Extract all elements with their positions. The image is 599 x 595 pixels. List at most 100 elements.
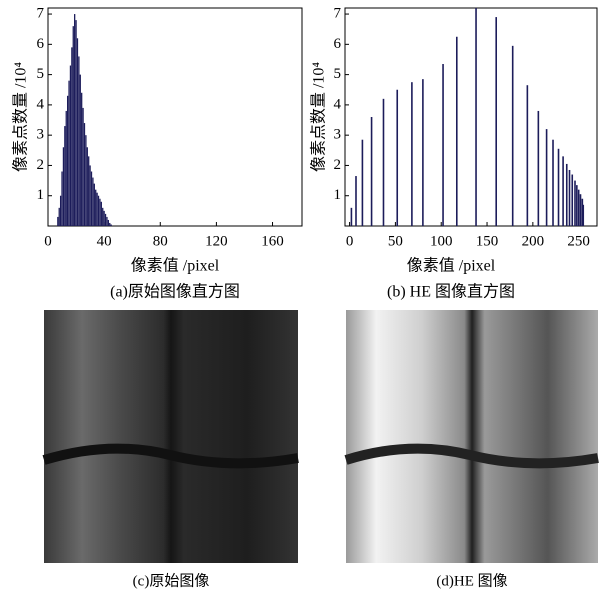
bar <box>350 207 353 226</box>
bar <box>565 163 568 226</box>
bar <box>442 64 444 226</box>
bar <box>59 195 62 226</box>
bar <box>582 204 585 226</box>
bar <box>97 195 100 226</box>
bar <box>81 92 83 227</box>
bar <box>107 219 109 226</box>
bar <box>109 222 111 226</box>
bar <box>88 156 90 226</box>
y-tick-label: 6 <box>37 36 45 52</box>
caption: (a)原始图像直方图 <box>110 283 240 301</box>
bar <box>552 139 554 226</box>
y-tick-label: 2 <box>37 157 45 173</box>
bar <box>89 165 91 226</box>
bar <box>96 192 98 226</box>
bar <box>68 80 70 227</box>
bar <box>396 89 399 226</box>
bar <box>57 216 59 226</box>
photo-original <box>42 310 299 563</box>
plot-frame <box>47 7 303 227</box>
bar <box>104 213 107 226</box>
bar <box>355 176 357 226</box>
bar <box>83 123 86 226</box>
y-tick-label: 7 <box>37 5 45 21</box>
y-tick-label: 5 <box>334 66 342 82</box>
x-tick-label: 250 <box>567 233 590 249</box>
bar <box>75 20 77 226</box>
bar <box>577 189 580 226</box>
bar <box>65 110 67 226</box>
bar <box>100 201 102 226</box>
bar <box>110 224 112 226</box>
bar <box>79 74 81 226</box>
bar <box>568 169 571 226</box>
bar <box>78 56 80 226</box>
bar <box>93 183 95 226</box>
bar <box>361 139 364 226</box>
bar <box>61 171 63 226</box>
bar <box>422 79 424 227</box>
bar <box>72 26 74 226</box>
bar <box>576 185 578 226</box>
bar <box>66 95 69 226</box>
bar <box>85 135 87 226</box>
bar <box>90 171 93 226</box>
bar <box>74 14 76 226</box>
bar <box>579 194 582 226</box>
bar <box>475 8 477 226</box>
x-tick-label: 160 <box>261 233 284 249</box>
bar <box>106 216 108 226</box>
bar <box>92 177 94 226</box>
bar <box>86 147 88 226</box>
bar <box>526 85 529 226</box>
x-tick-label: 150 <box>476 233 499 249</box>
bar <box>71 47 73 226</box>
bar <box>581 198 584 226</box>
image-caption: (c)原始图像 <box>133 572 210 589</box>
bar <box>571 174 574 226</box>
y-tick-label: 3 <box>334 127 342 143</box>
bar <box>62 147 65 226</box>
bar <box>99 198 101 226</box>
bar <box>76 38 79 227</box>
x-tick-label: 50 <box>388 233 403 249</box>
x-tick-label: 120 <box>205 233 228 249</box>
y-axis-label: 像素点数量 /10⁴ <box>310 62 328 172</box>
y-tick-label: 6 <box>334 36 342 52</box>
y-tick-label: 7 <box>334 5 342 21</box>
bar <box>557 148 560 226</box>
photo-he <box>344 310 599 563</box>
bar <box>574 180 576 226</box>
x-axis-label: 像素值 /pixel <box>407 257 496 275</box>
x-tick-label: 100 <box>430 233 453 249</box>
plot-frame <box>344 7 598 227</box>
x-tick-label: 80 <box>153 233 168 249</box>
x-tick-label: 200 <box>522 233 545 249</box>
bar <box>545 129 548 226</box>
x-tick-label: 40 <box>97 233 112 249</box>
bar <box>82 107 84 226</box>
y-tick-label: 3 <box>37 127 45 143</box>
bar <box>95 189 97 226</box>
bar <box>511 45 514 226</box>
x-axis-label: 像素值 /pixel <box>131 257 220 275</box>
bar <box>382 98 385 226</box>
bar <box>64 126 66 226</box>
y-tick-label: 2 <box>334 157 342 173</box>
caption: (b) HE 图像直方图 <box>387 283 515 301</box>
bar <box>537 110 540 226</box>
bar <box>69 65 72 227</box>
bar <box>455 36 458 227</box>
bar <box>495 17 497 227</box>
bar <box>411 82 413 226</box>
y-tick-label: 4 <box>334 96 342 112</box>
bar <box>370 117 373 226</box>
bar <box>58 207 60 226</box>
y-axis-label: 像素点数量 /10⁴ <box>12 62 30 172</box>
x-tick-label: 0 <box>44 233 52 249</box>
image-caption: (d)HE 图像 <box>436 572 507 589</box>
bar <box>103 210 105 226</box>
y-tick-label: 1 <box>334 187 342 203</box>
bar <box>102 207 104 226</box>
